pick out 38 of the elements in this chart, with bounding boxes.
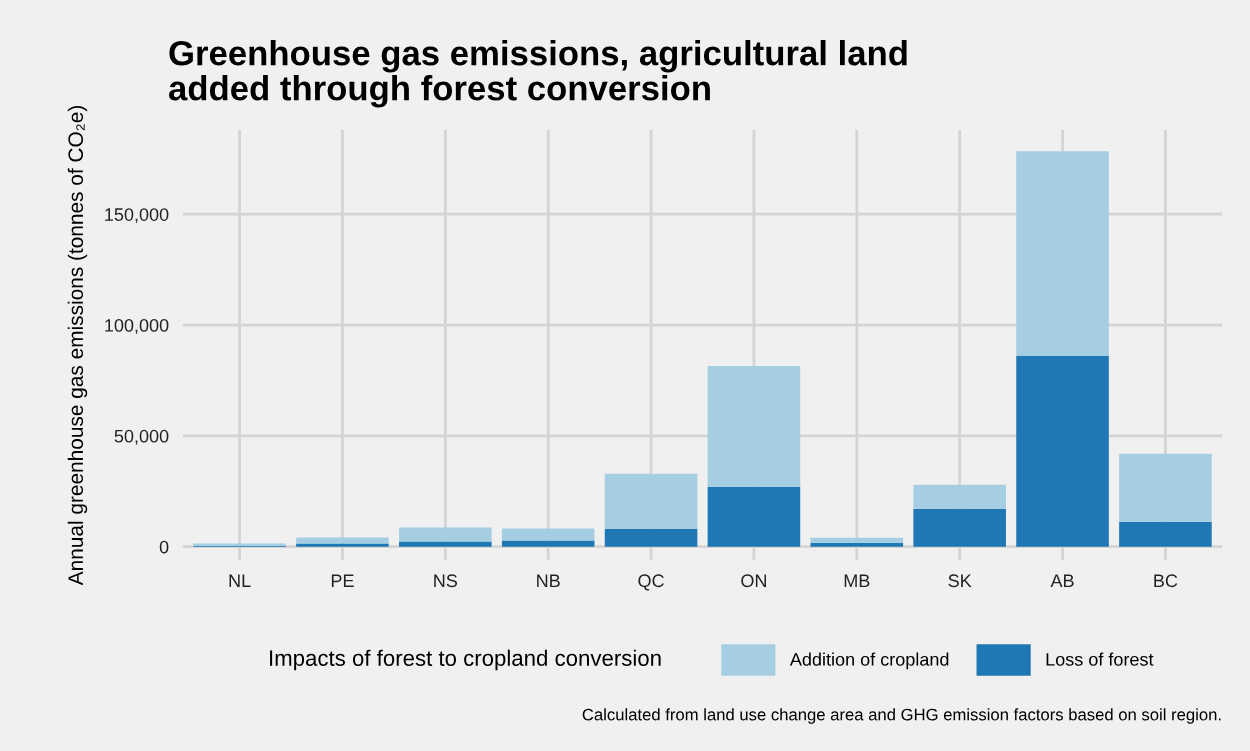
x-tick-label: MB — [844, 574, 870, 587]
y-tick-label: 0 — [159, 540, 169, 554]
y-axis-title: Annual greenhouse gas emissions (tonnes of CO₂e) — [67, 105, 88, 586]
bar — [913, 484, 1006, 509]
bar — [604, 473, 698, 529]
bar — [501, 540, 595, 547]
bar — [707, 366, 801, 487]
bar — [399, 541, 492, 547]
legend-label: Addition of cropland — [789, 652, 949, 670]
y-tick-label: 100,000 — [105, 318, 169, 334]
bar — [1016, 356, 1109, 547]
bar — [913, 508, 1006, 547]
y-tick-label: 50,000 — [114, 429, 169, 445]
x-tick-label: BC — [1154, 574, 1178, 588]
bar — [1016, 151, 1109, 357]
chart-title: Greenhouse gas emissions, agricultural land added through forest conversion — [169, 40, 907, 108]
x-tick-label: AB — [1050, 574, 1074, 587]
bar — [296, 543, 389, 547]
y-tick-label: 150,000 — [105, 208, 169, 224]
x-tick-label: NL — [229, 574, 251, 587]
x-tick-label: NS — [434, 574, 458, 588]
bar — [810, 542, 904, 547]
x-tick-label: PE — [331, 574, 354, 587]
x-tick-label: QC — [638, 574, 664, 591]
bar — [1119, 521, 1212, 547]
x-tick-label: SK — [948, 574, 972, 588]
bar — [810, 537, 904, 543]
bar — [501, 528, 595, 541]
bar — [1119, 453, 1212, 522]
bar — [707, 486, 801, 547]
legend-label: Loss of forest — [1046, 652, 1154, 666]
bar — [604, 528, 698, 547]
bar — [296, 537, 389, 544]
legend-title: Impacts of forest to cropland conversion — [270, 649, 661, 671]
x-tick-label: NB — [537, 574, 560, 587]
bar — [399, 527, 492, 542]
text: Calculated from land use change area and GHG emission factors based on soil region. — [582, 708, 1221, 724]
x-tick-label: ON — [741, 574, 767, 588]
